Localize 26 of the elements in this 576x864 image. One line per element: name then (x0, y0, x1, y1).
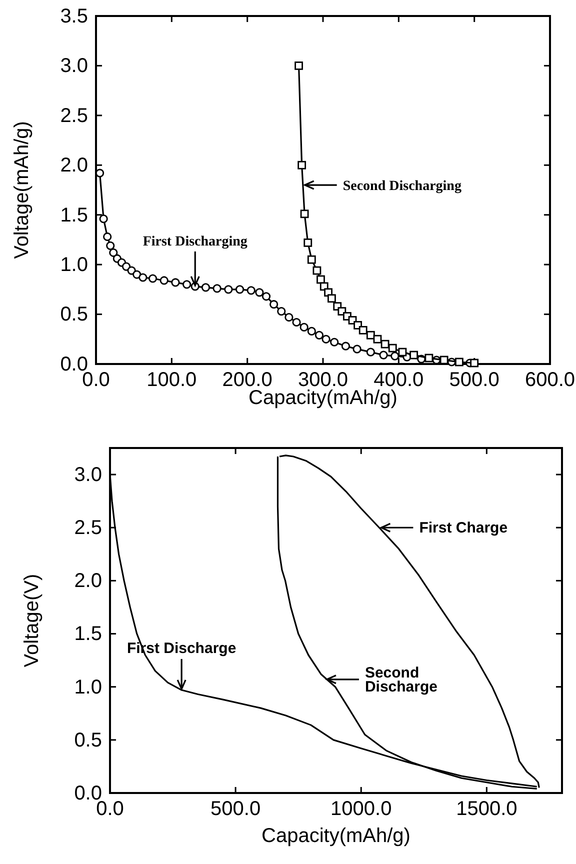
y-tick-label: 2.5 (60, 104, 88, 127)
annotation: First Charge (419, 520, 508, 537)
x-tick-label: 600.0 (524, 369, 576, 392)
y-tick-label: 3.0 (60, 55, 88, 78)
y-tick-label: 1.5 (60, 204, 88, 226)
x-tick-label: 500.0 (210, 798, 261, 820)
y-tick-label: 1.5 (74, 623, 102, 646)
y-tick-label: 2.0 (74, 570, 102, 592)
y-tick-label: 0.5 (60, 304, 88, 326)
x-tick-label: 500.0 (449, 369, 500, 392)
annotation: First Discharging (142, 234, 248, 250)
y-tick-label: 0.5 (74, 729, 102, 752)
y-tick-label: 3.5 (60, 5, 88, 28)
y-axis-title: Voltage(V) (21, 574, 43, 668)
annotation: Second Discharge (364, 664, 438, 696)
x-axis-title: Capacity(mAh/g) (262, 825, 410, 847)
y-tick-label: 2.0 (60, 154, 88, 177)
y-tick-label: 1.0 (60, 254, 88, 276)
annotation: Second Discharging (342, 179, 462, 194)
y-tick-label: 3.0 (74, 464, 102, 486)
x-tick-label: 100.0 (146, 369, 197, 392)
y-tick-label: 2.5 (74, 517, 102, 540)
y-tick-label: 1.0 (74, 676, 102, 698)
x-tick-label: 1500.0 (456, 798, 518, 820)
x-tick-label: 1000.0 (330, 798, 392, 820)
y-axis-title: Voltage(mAh/g) (11, 121, 33, 259)
